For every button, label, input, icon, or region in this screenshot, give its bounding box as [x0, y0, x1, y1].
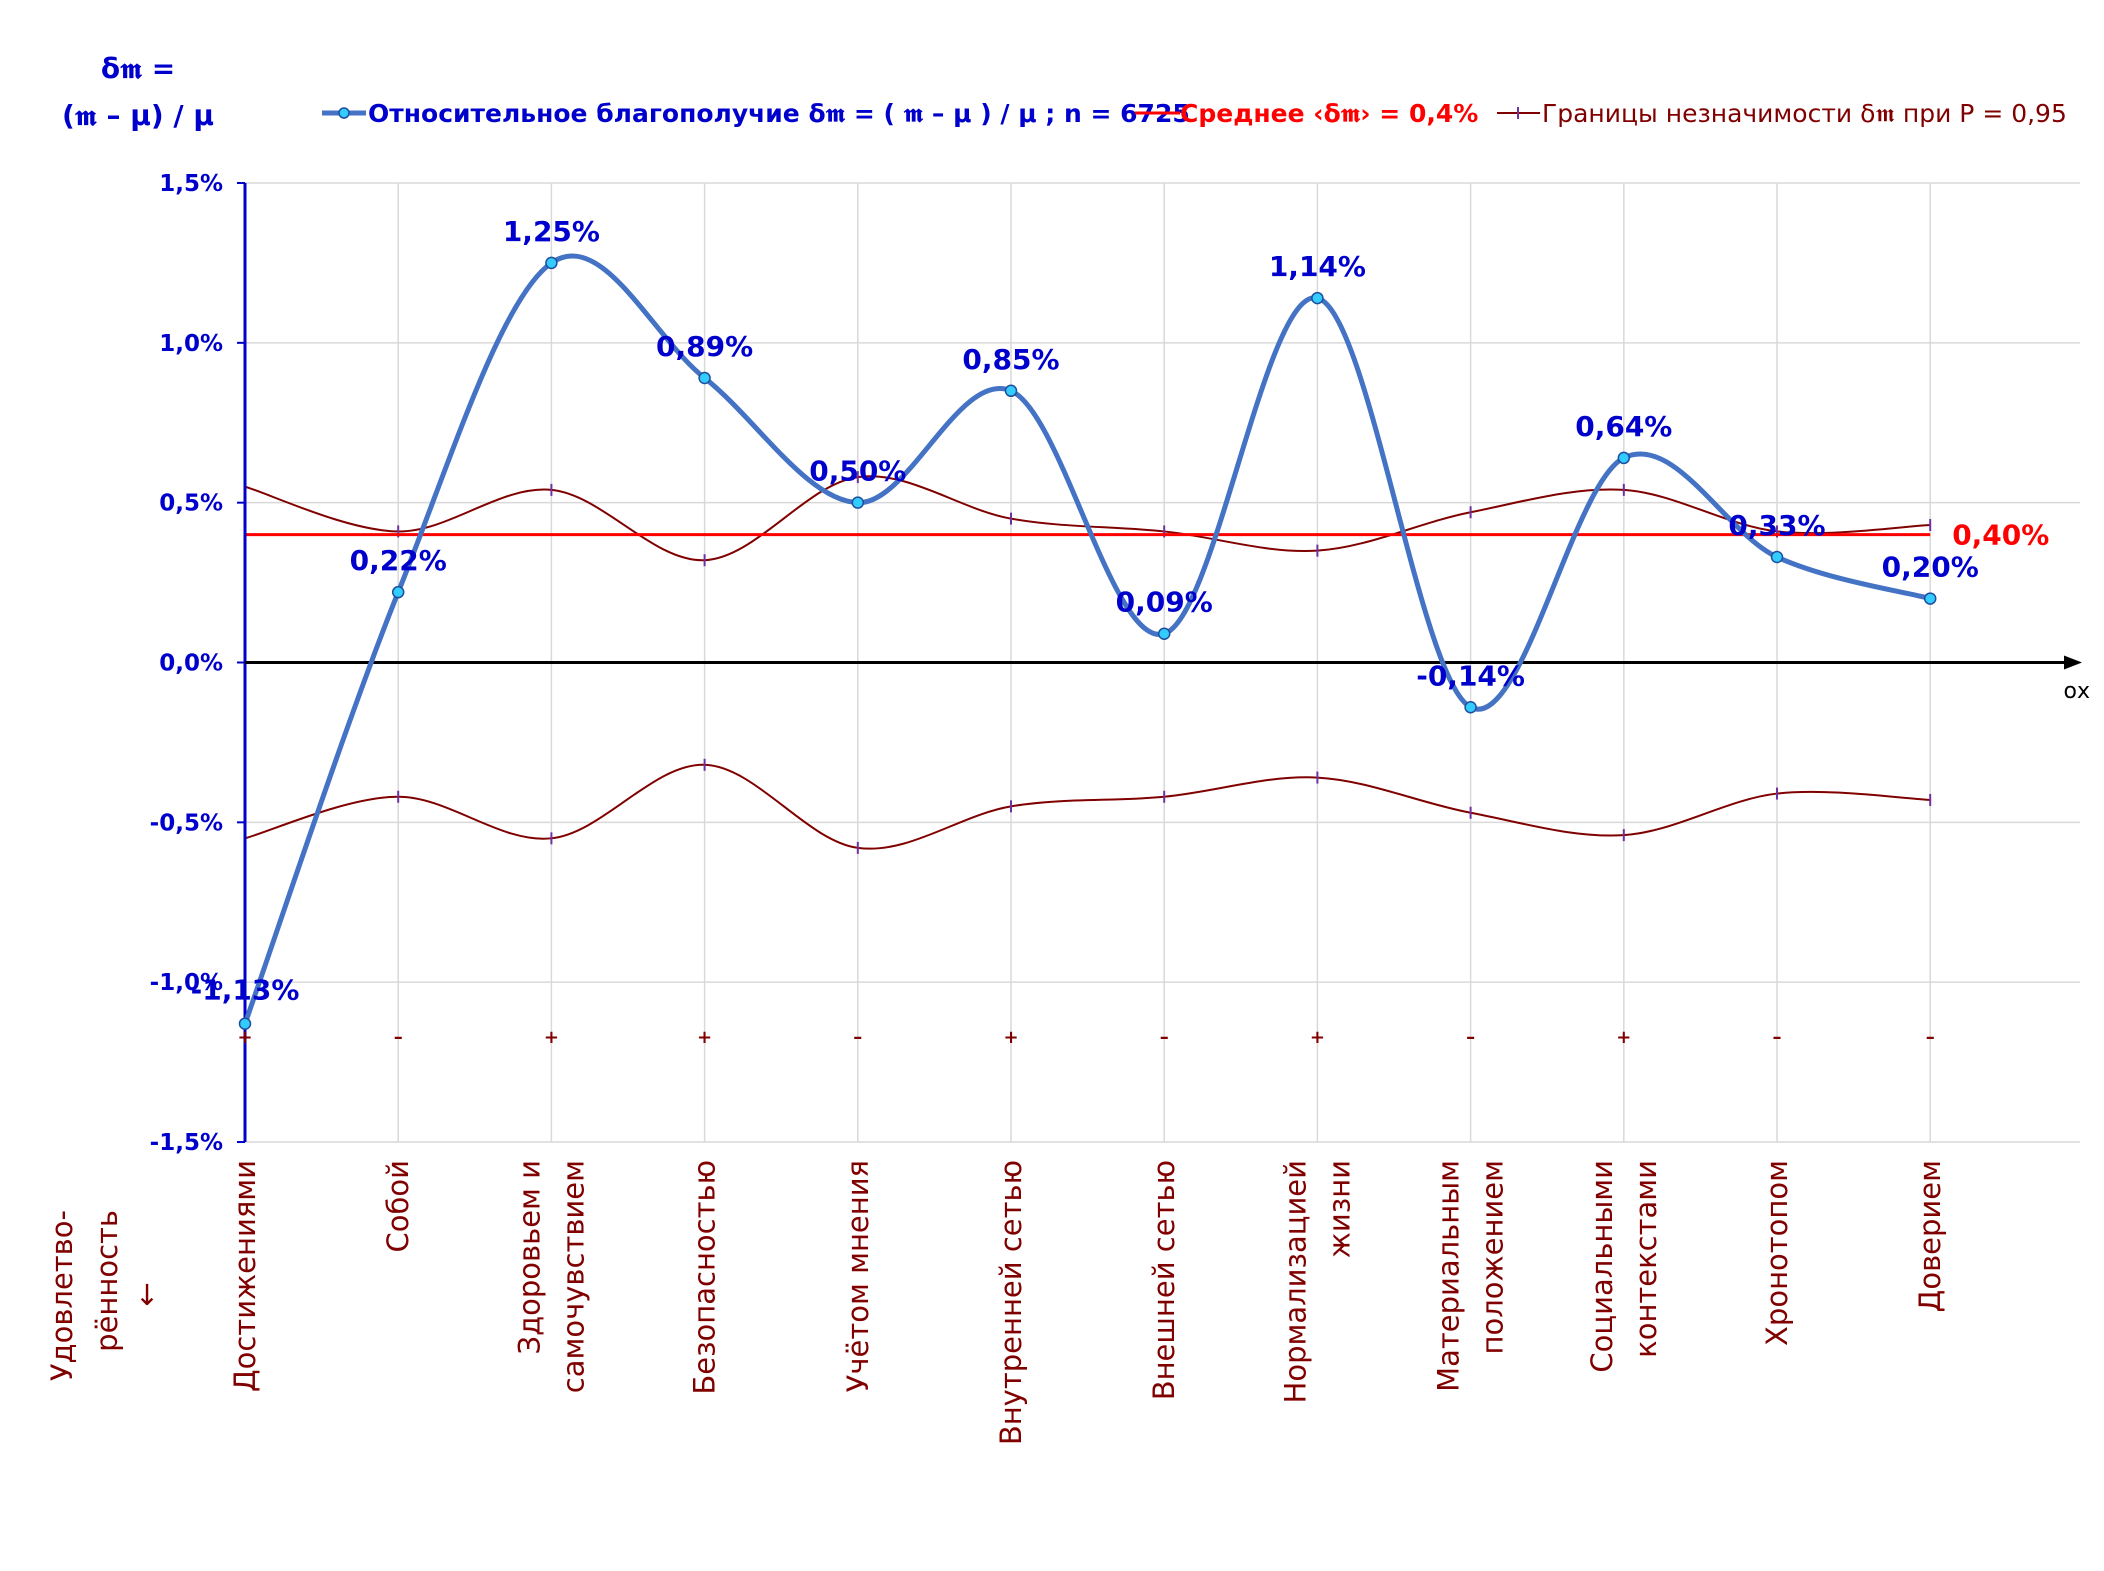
significance-sign: –	[853, 1027, 862, 1048]
y-axis-title-line2: (𝖒 – μ) / μ	[62, 99, 214, 132]
data-label: -0,14%	[1416, 659, 1525, 692]
data-label: 0,64%	[1575, 410, 1672, 443]
data-point	[1617, 451, 1631, 465]
category-label: Внешней сетью	[1147, 1160, 1181, 1400]
significance-sign: –	[1160, 1027, 1169, 1048]
significance-sign: +	[1310, 1027, 1325, 1048]
data-label: 0,09%	[1116, 586, 1213, 619]
data-label: 0,89%	[656, 330, 753, 363]
category-label: Здоровьем и	[512, 1160, 546, 1355]
data-label: 1,14%	[1269, 250, 1366, 283]
category-label: Внутренней сетью	[994, 1160, 1028, 1445]
legend-blue-marker	[338, 107, 350, 119]
category-label: Достижениями	[228, 1160, 262, 1392]
side-label: Удовлетво- рённость ↓	[45, 1210, 159, 1381]
series-line	[242, 253, 1931, 1025]
significance-sign: +	[697, 1027, 712, 1048]
data-point	[545, 256, 558, 270]
category-label: жизни	[1322, 1160, 1356, 1258]
data-point	[851, 496, 865, 509]
side-label-line1: Удовлетво-	[45, 1210, 79, 1381]
category-label: Доверием	[1913, 1160, 1947, 1312]
significance-sign: –	[1926, 1027, 1935, 1048]
significance-sign: –	[1466, 1027, 1475, 1048]
data-point	[698, 371, 711, 385]
category-label: Социальными	[1585, 1160, 1619, 1373]
bound-lower-line	[244, 763, 1931, 850]
axes: 1,5% 1,0% 0,5% 0,0% -0,5% -1,0% -1,5%	[150, 171, 2082, 1156]
category-label: Материальным	[1432, 1160, 1466, 1392]
data-label: 0,50%	[809, 455, 906, 488]
category-label: Нормализацией	[1278, 1160, 1312, 1403]
significance-sign: +	[237, 1027, 252, 1048]
y-tick-label: 0,5%	[159, 491, 223, 517]
legend-red-text: Среднее ‹δ𝖒› = 0,4%	[1180, 99, 1478, 128]
mean-line-group: 0,40%	[245, 519, 2049, 552]
data-point	[1923, 592, 1937, 605]
data-point	[238, 1017, 252, 1030]
significance-sign: +	[544, 1027, 559, 1048]
data-label: 0,33%	[1728, 509, 1825, 542]
significance-bounds	[244, 471, 1932, 854]
data-point	[1311, 291, 1324, 305]
legend-dark-text: Границы незначимости δ𝖒 при P = 0,95	[1542, 99, 2067, 128]
x-axis-arrow	[2064, 655, 2082, 670]
mean-value-label: 0,40%	[1952, 519, 2049, 552]
category-label: Собой	[381, 1160, 415, 1252]
significance-sign: –	[394, 1027, 403, 1048]
significance-sign: +	[1616, 1027, 1631, 1048]
data-label: 1,25%	[503, 215, 600, 248]
significance-sign: –	[1773, 1027, 1782, 1048]
data-point	[1464, 701, 1477, 714]
category-label: Безопасностью	[688, 1160, 722, 1395]
data-label: 0,22%	[350, 544, 447, 577]
y-tick-label: -0,5%	[150, 810, 223, 836]
y-tick-label: 0,0%	[159, 651, 223, 677]
side-label-line2: рённость	[90, 1210, 124, 1352]
data-label: 0,20%	[1882, 551, 1979, 584]
category-label: самочувствием	[556, 1160, 590, 1393]
data-point	[1770, 550, 1784, 564]
category-label: положением	[1476, 1160, 1510, 1354]
data-labels: -1,13% 0,22% 1,25% 0,89% 0,50% 0,85% 0,09% 1,14…	[191, 215, 1979, 1007]
category-label: Хронотопом	[1760, 1160, 1794, 1346]
data-point	[391, 585, 405, 599]
y-tick-label: 1,0%	[159, 331, 223, 357]
legend-blue-text: Относительное благополучие δ𝖒 = ( 𝖒 – μ …	[368, 99, 1190, 128]
legend: Относительное благополучие δ𝖒 = ( 𝖒 – μ …	[322, 99, 2067, 128]
x-axis-name: ох	[2064, 679, 2090, 704]
data-label: -1,13%	[191, 974, 300, 1007]
y-tick-label: 1,5%	[159, 171, 223, 197]
data-point	[1004, 384, 1018, 398]
category-label: контекстами	[1629, 1160, 1663, 1358]
y-axis-title-line1: δ𝖒 =	[101, 52, 175, 85]
y-tick-label: -1,0%	[150, 970, 223, 996]
category-label: Учётом мнения	[841, 1160, 875, 1392]
significance-sign: +	[1003, 1027, 1018, 1048]
data-point	[1157, 627, 1171, 640]
y-tick-label: -1,5%	[150, 1130, 223, 1156]
category-labels: + – + + – + – + – + – – Достижениями Собой Здоровьем и…	[228, 1027, 1947, 1445]
relative-wellbeing-series	[238, 253, 1937, 1030]
bound-upper-line	[244, 475, 1931, 562]
data-label: 0,85%	[962, 343, 1059, 376]
side-label-arrow: ↓	[135, 1278, 159, 1312]
